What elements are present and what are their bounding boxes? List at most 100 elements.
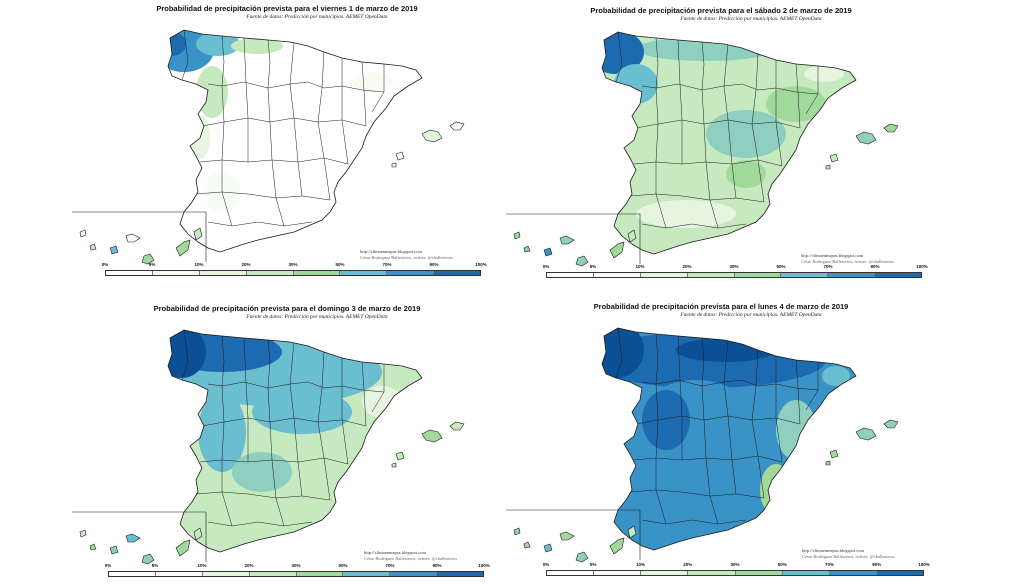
province-border [341, 358, 349, 465]
colorbar-tick-label: 50% [776, 264, 786, 269]
probability-field [168, 30, 392, 212]
province-border [243, 37, 249, 162]
province-border [615, 328, 623, 379]
panel-source: Fuente de datos: Predicción por municipi… [246, 14, 388, 20]
canary-island [193, 527, 203, 541]
colorbar-tick-label: 30% [288, 262, 298, 267]
canary-island [523, 541, 531, 549]
canary-island [627, 525, 637, 539]
canary-island [543, 543, 553, 553]
balearic-island [391, 462, 397, 468]
colorbar-segment [875, 273, 921, 277]
province-border [701, 41, 719, 229]
precipitation-zone [726, 160, 766, 188]
colorbar-tick-label: 5% [589, 562, 597, 567]
colorbar-segment [734, 273, 782, 277]
colorbar: 0% 5% 10% 20% 30% 50% 70% 90% 100% [102, 262, 487, 282]
colorbar-segment [547, 571, 595, 575]
colorbar-tick-label: 30% [291, 563, 301, 568]
province-border [201, 417, 367, 427]
province-border [361, 361, 367, 427]
colorbar-tick-label: 90% [870, 264, 880, 269]
colorbar: 0% 5% 10% 20% 30% 50% 70% 90% 100% [542, 264, 928, 284]
colorbar-segment [202, 572, 250, 576]
colorbar-segment [641, 571, 689, 575]
precipitation-zone [614, 64, 658, 104]
canary-island [175, 239, 191, 257]
balearic-island [825, 164, 831, 170]
colorbar-segment [828, 273, 876, 277]
canary-island [109, 545, 119, 555]
province-border [629, 489, 765, 499]
colorbar-segment [293, 271, 341, 275]
province-border [207, 521, 313, 527]
colorbar-tick-label: 10% [197, 563, 207, 568]
balearic-island [391, 162, 397, 168]
canary-island [609, 241, 625, 259]
colorbar-segment [687, 273, 735, 277]
map-panel-monday: Probabilidad de precipitación prevista p… [506, 302, 936, 582]
map-panel-friday: Probabilidad de precipitación prevista p… [72, 4, 502, 284]
colorbar-tick-label: 100% [916, 264, 928, 269]
colorbar-segment [688, 571, 736, 575]
province-border [629, 193, 765, 203]
map-panel-saturday: Probabilidad de precipitación prevista p… [506, 6, 936, 286]
precipitation-zone [636, 200, 736, 228]
province-border [317, 351, 331, 501]
colorbar-tick-label: 0% [542, 264, 550, 269]
province-border [641, 519, 747, 525]
colorbar-tick-label: 100% [475, 262, 487, 267]
colorbar-tick-label: 70% [385, 563, 395, 568]
colorbar-tick-label: 20% [244, 563, 254, 568]
balearic-island [449, 421, 465, 431]
colorbar-segment [434, 271, 480, 275]
precipitation-zone [602, 328, 644, 378]
province-border [289, 41, 303, 197]
colorbar-segment [106, 271, 153, 275]
colorbar-tick-label: 0% [542, 562, 550, 567]
province-border [371, 64, 385, 113]
province-border [805, 362, 819, 411]
province-border [641, 379, 819, 391]
canary-island [559, 235, 575, 245]
precipitation-zone [196, 32, 240, 56]
colorbar-tick-label: 50% [338, 563, 348, 568]
province-border [641, 83, 819, 95]
colorbar-tick-label: 100% [918, 562, 930, 567]
precipitation-zone [776, 400, 816, 460]
colorbar-segment [829, 571, 877, 575]
canary-island [575, 551, 589, 563]
province-border [289, 341, 303, 497]
panel-title: Probabilidad de precipitación prevista p… [593, 302, 849, 311]
colorbar-segment [781, 273, 829, 277]
province-border [723, 43, 737, 199]
colorbar-tick-label: 0% [104, 563, 112, 568]
mainland-outline [167, 29, 423, 253]
panel-source: Fuente de datos: Predicción por municipi… [680, 16, 822, 22]
balearic-island [883, 123, 899, 133]
mainland-outline [601, 327, 857, 551]
balearic-island [395, 151, 405, 161]
precipitation-zone [822, 366, 850, 386]
colorbar-segment [246, 271, 294, 275]
probability-field [602, 328, 850, 516]
canary-island [109, 245, 119, 255]
colorbar-segment [155, 572, 203, 576]
province-border [243, 337, 249, 462]
credit: http://climaenmapas.blogspot.com César R… [360, 249, 453, 260]
colorbar-segment [343, 572, 391, 576]
province-border [207, 81, 385, 93]
precipitation-map [506, 327, 899, 563]
panel-source: Fuente de datos: Predicción por municipi… [246, 314, 388, 320]
colorbar-segment [390, 572, 438, 576]
balearic-island [449, 121, 465, 131]
province-border [267, 339, 285, 527]
panel-title: Probabilidad de precipitación prevista p… [156, 4, 418, 13]
colorbar-segment [876, 571, 923, 575]
colorbar-segment [640, 273, 688, 277]
precipitation-map [72, 29, 465, 265]
balearic-island [421, 429, 443, 443]
province-border [655, 333, 667, 525]
colorbar-tick-label: 5% [589, 264, 597, 269]
province-border [701, 337, 719, 525]
